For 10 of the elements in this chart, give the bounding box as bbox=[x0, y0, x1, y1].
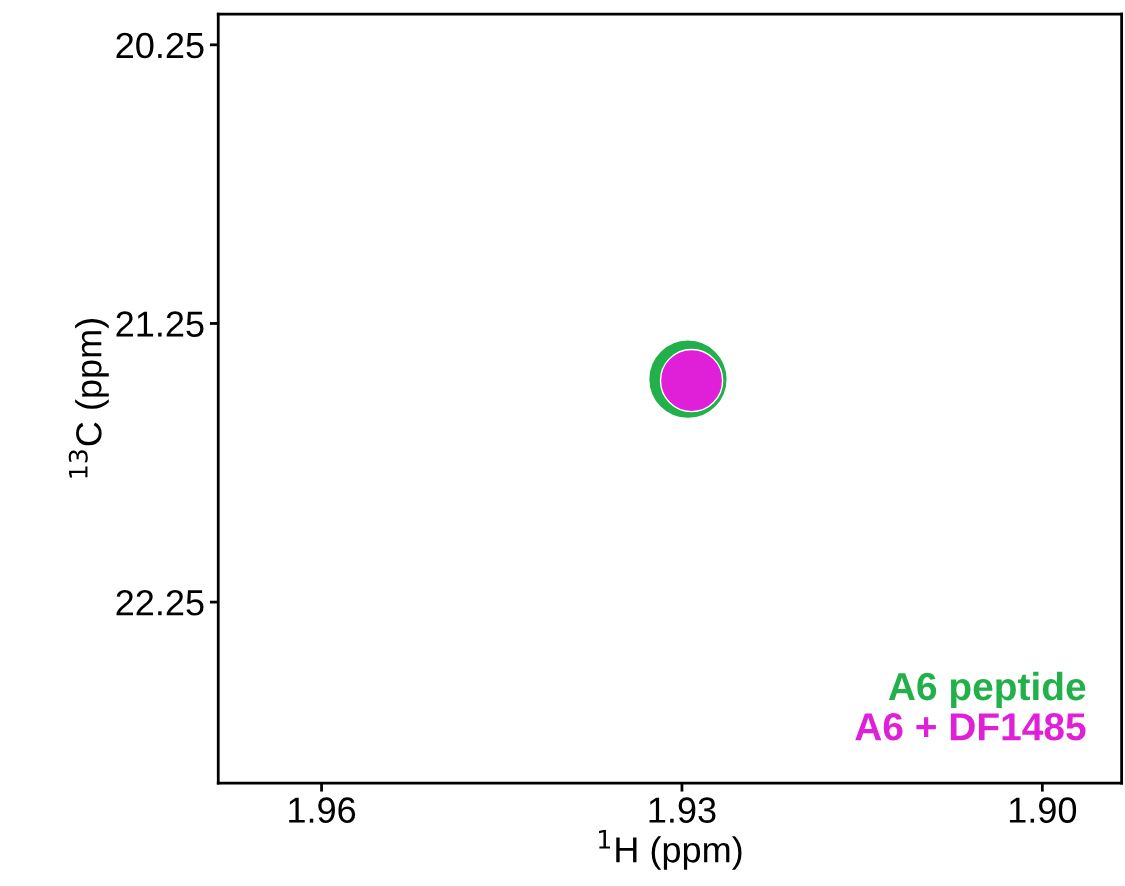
x-tick-label: 1.96 bbox=[289, 797, 356, 823]
x-axis-title: $^{1}$H (ppm) bbox=[599, 830, 742, 870]
y-tick-label: 20.25 bbox=[116, 32, 204, 59]
y-axis-title: $^{13}$C (ppm) bbox=[68, 319, 109, 478]
y-tick-label: 21.25 bbox=[116, 311, 204, 337]
x-tick-label: 1.93 bbox=[649, 797, 716, 823]
text: A6 + DF1485 bbox=[855, 713, 1086, 741]
text: A6 peptide bbox=[888, 671, 1086, 709]
x-tick-label: 1.90 bbox=[1009, 797, 1077, 823]
y-tick-label: 22.25 bbox=[116, 589, 204, 616]
